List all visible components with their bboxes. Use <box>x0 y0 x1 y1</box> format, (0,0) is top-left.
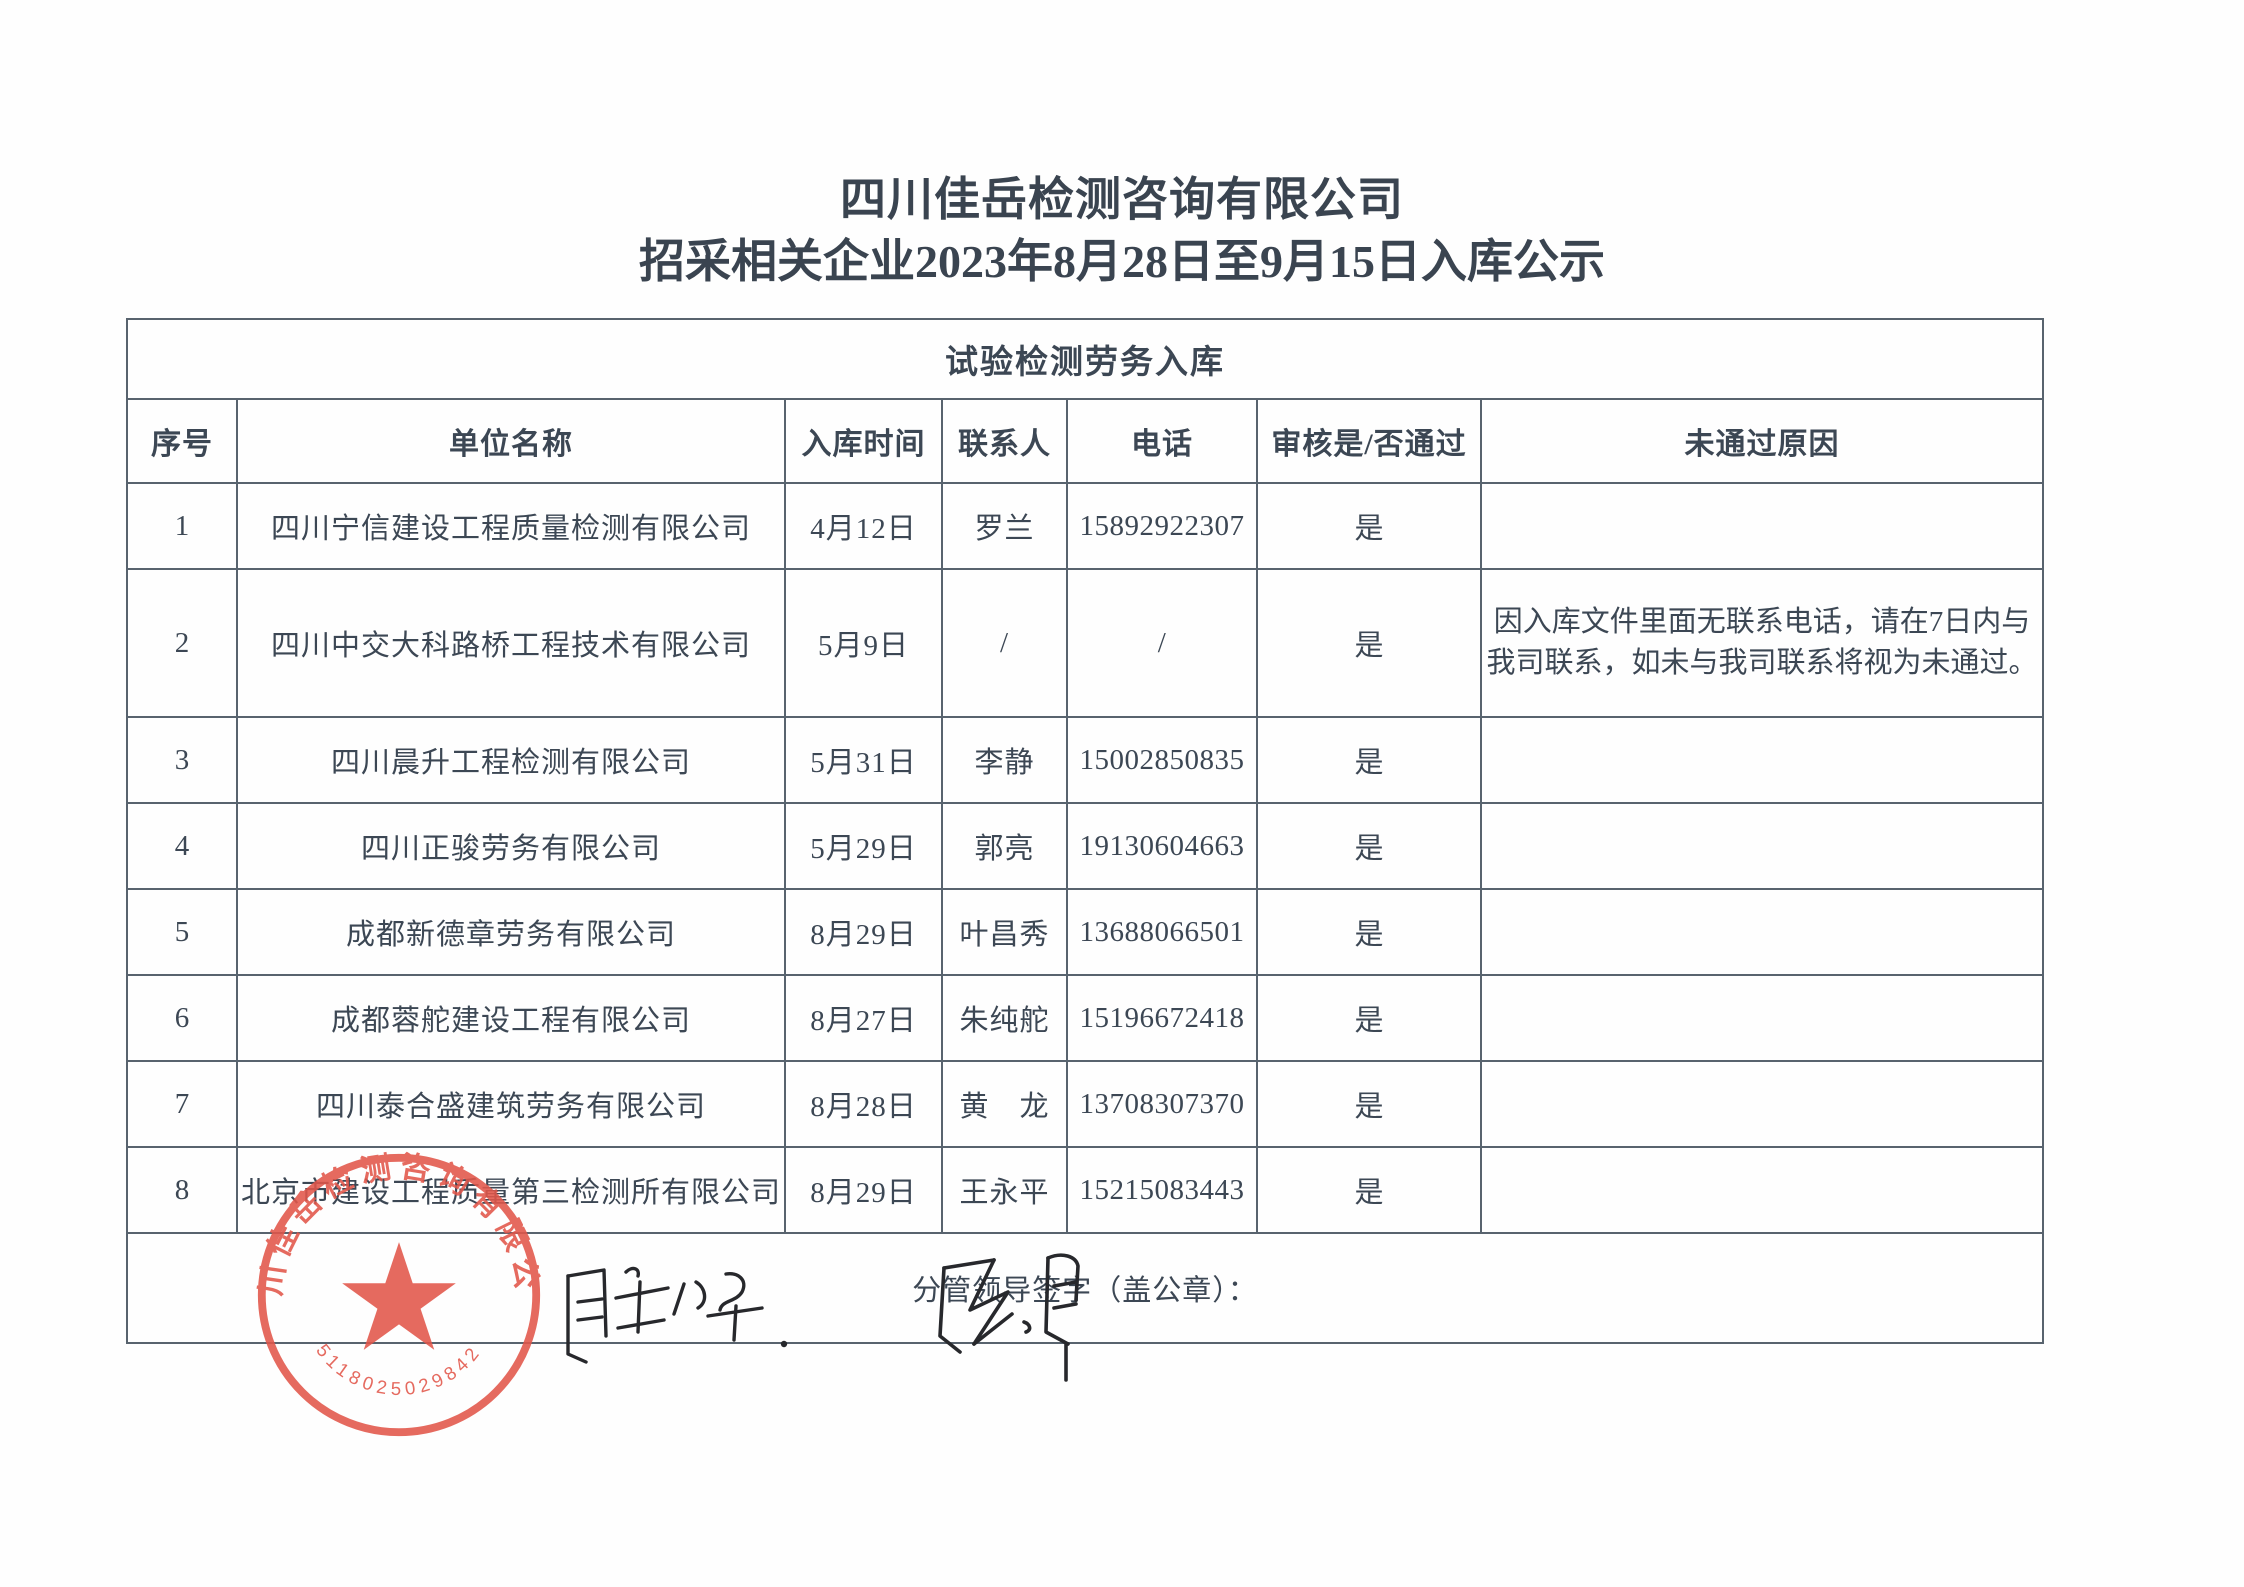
cell-date: 8月28日 <box>784 1060 943 1148</box>
cell-company: 四川晨升工程检测有限公司 <box>236 716 786 804</box>
signature-label: 分管领导签字（盖公章）： <box>125 1232 2045 1344</box>
signature-row: 分管领导签字（盖公章）： <box>125 1232 2045 1344</box>
cell-contact: 李静 <box>941 716 1068 804</box>
title-block: 四川佳岳检测咨询有限公司 招采相关企业2023年8月28日至9月15日入库公示 <box>0 172 2244 290</box>
cell-company: 四川宁信建设工程质量检测有限公司 <box>236 482 786 570</box>
cell-phone: 13708307370 <box>1066 1060 1258 1148</box>
column-header-company: 单位名称 <box>236 398 786 484</box>
cell-date: 5月9日 <box>784 568 943 718</box>
cell-index: 4 <box>126 802 238 890</box>
svg-text:5118025029842: 5118025029842 <box>312 1340 486 1399</box>
cell-approved: 是 <box>1256 802 1482 890</box>
column-header-reason: 未通过原因 <box>1479 398 2045 484</box>
cell-contact: 朱纯舵 <box>941 974 1068 1062</box>
announcement-table: 试验检测劳务入库 序号 单位名称 入库时间 联系人 电话 审核是/否通过 未通过… <box>125 318 2045 1344</box>
cell-index: 8 <box>126 1146 238 1234</box>
cell-reason: 因入库文件里面无联系电话，请在7日内与我司联系，如未与我司联系将视为未通过。 <box>1479 568 2045 718</box>
column-header-phone: 电话 <box>1066 398 1258 484</box>
cell-index: 3 <box>126 716 238 804</box>
column-header-index: 序号 <box>126 398 238 484</box>
cell-approved: 是 <box>1256 1060 1482 1148</box>
cell-index: 2 <box>126 568 238 718</box>
cell-phone: 15196672418 <box>1066 974 1258 1062</box>
table-row: 2 四川中交大科路桥工程技术有限公司 5月9日 / / 是 因入库文件里面无联系… <box>126 568 2045 718</box>
table-section-row: 试验检测劳务入库 <box>125 318 2045 400</box>
cell-date: 8月29日 <box>784 1146 943 1234</box>
announcement-table-wrapper: 试验检测劳务入库 序号 单位名称 入库时间 联系人 电话 审核是/否通过 未通过… <box>125 318 2045 1344</box>
cell-approved: 是 <box>1256 974 1482 1062</box>
table-row: 8 北京市建设工程质量第三检测所有限公司 8月29日 王永平 152150834… <box>126 1146 2045 1234</box>
cell-contact: 罗兰 <box>941 482 1068 570</box>
cell-contact: 郭亮 <box>941 802 1068 890</box>
column-header-date: 入库时间 <box>784 398 943 484</box>
cell-approved: 是 <box>1256 482 1482 570</box>
cell-phone: 13688066501 <box>1066 888 1258 976</box>
cell-phone: 15215083443 <box>1066 1146 1258 1234</box>
cell-phone: 19130604663 <box>1066 802 1258 890</box>
cell-phone: 15892922307 <box>1066 482 1258 570</box>
cell-phone: 15002850835 <box>1066 716 1258 804</box>
table-row: 7 四川泰合盛建筑劳务有限公司 8月28日 黄 龙 13708307370 是 <box>126 1060 2045 1148</box>
cell-contact: 黄 龙 <box>941 1060 1068 1148</box>
cell-contact: 王永平 <box>941 1146 1068 1234</box>
cell-approved: 是 <box>1256 568 1482 718</box>
cell-reason <box>1479 482 2045 570</box>
cell-contact: 叶昌秀 <box>941 888 1068 976</box>
table-header-row: 序号 单位名称 入库时间 联系人 电话 审核是/否通过 未通过原因 <box>126 398 2045 484</box>
cell-index: 6 <box>126 974 238 1062</box>
table-row: 3 四川晨升工程检测有限公司 5月31日 李静 15002850835 是 <box>126 716 2045 804</box>
cell-contact: / <box>941 568 1068 718</box>
column-header-contact: 联系人 <box>941 398 1068 484</box>
cell-index: 1 <box>126 482 238 570</box>
cell-company: 成都蓉舵建设工程有限公司 <box>236 974 786 1062</box>
cell-reason <box>1479 802 2045 890</box>
cell-reason <box>1479 974 2045 1062</box>
page-subtitle: 招采相关企业2023年8月28日至9月15日入库公示 <box>639 236 1605 288</box>
cell-phone: / <box>1066 568 1258 718</box>
cell-reason <box>1479 1060 2045 1148</box>
cell-date: 4月12日 <box>784 482 943 570</box>
column-header-approved: 审核是/否通过 <box>1256 398 1482 484</box>
page-title: 四川佳岳检测咨询有限公司 <box>840 174 1404 225</box>
cell-date: 5月29日 <box>784 802 943 890</box>
cell-date: 8月27日 <box>784 974 943 1062</box>
cell-index: 5 <box>126 888 238 976</box>
table-row: 4 四川正骏劳务有限公司 5月29日 郭亮 19130604663 是 <box>126 802 2045 890</box>
cell-date: 5月31日 <box>784 716 943 804</box>
cell-reason <box>1479 716 2045 804</box>
section-title: 试验检测劳务入库 <box>125 318 2045 400</box>
cell-company: 四川泰合盛建筑劳务有限公司 <box>236 1060 786 1148</box>
cell-approved: 是 <box>1256 888 1482 976</box>
cell-index: 7 <box>126 1060 238 1148</box>
table-row: 5 成都新德章劳务有限公司 8月29日 叶昌秀 13688066501 是 <box>126 888 2045 976</box>
cell-reason <box>1479 888 2045 976</box>
cell-company: 成都新德章劳务有限公司 <box>236 888 786 976</box>
cell-date: 8月29日 <box>784 888 943 976</box>
cell-company: 北京市建设工程质量第三检测所有限公司 <box>236 1146 786 1234</box>
cell-company: 四川中交大科路桥工程技术有限公司 <box>236 568 786 718</box>
cell-approved: 是 <box>1256 716 1482 804</box>
cell-approved: 是 <box>1256 1146 1482 1234</box>
table-row: 1 四川宁信建设工程质量检测有限公司 4月12日 罗兰 15892922307 … <box>126 482 2045 570</box>
table-row: 6 成都蓉舵建设工程有限公司 8月27日 朱纯舵 15196672418 是 <box>126 974 2045 1062</box>
cell-reason <box>1479 1146 2045 1234</box>
cell-company: 四川正骏劳务有限公司 <box>236 802 786 890</box>
